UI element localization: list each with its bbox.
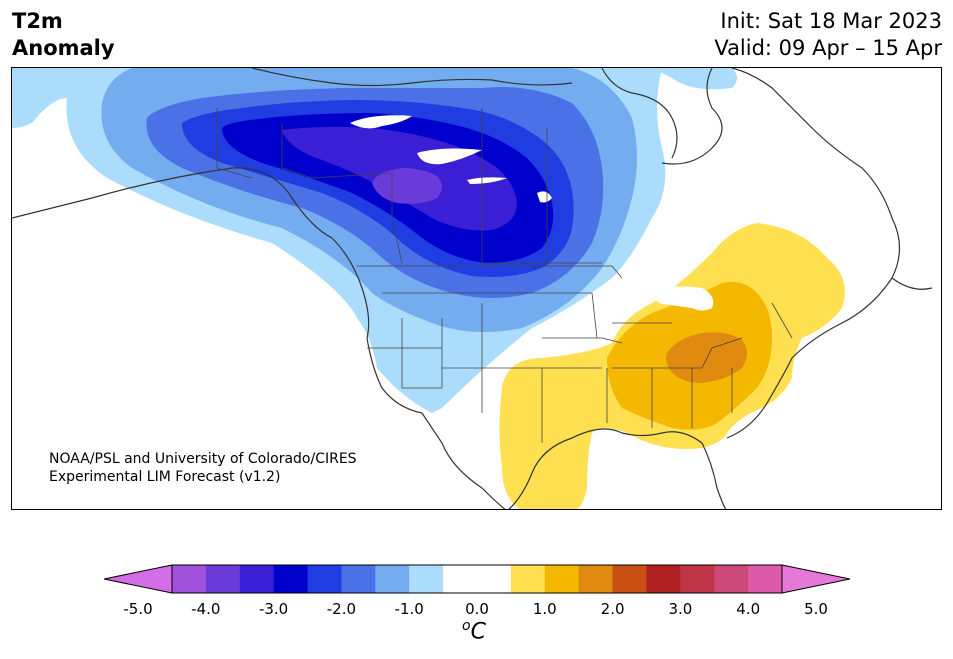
great-bear-lake [350,115,412,129]
credit-line-1: NOAA/PSL and University of Colorado/CIRE… [49,451,357,467]
colorbar-segment [341,565,376,593]
colorbar-segment [646,565,681,593]
colorbar-segment [273,565,309,593]
colorbar-tick-label: 3.0 [668,600,693,618]
colorbar-tick-label: -4.0 [191,600,221,618]
great-slave-lake [417,148,482,165]
colorbar-segment [443,565,478,593]
colorbar-right-extend [781,564,850,594]
colorbar-tick-label: -3.0 [258,600,289,618]
colorbar-tick-label: -2.0 [326,600,357,618]
colorbar-segment [172,565,207,593]
colorbar-segment [748,565,783,593]
colorbar-segment [375,565,410,593]
colorbar-segment [409,565,444,593]
colorbar-tick-label: -1.0 [394,600,424,618]
anomaly-map [12,68,933,509]
colorbar-segment [714,565,749,593]
colorbar-tick-label: 2.0 [600,600,625,618]
colorbar-tick-label: -5.0 [123,600,153,618]
warm-region-2 [666,332,747,383]
title-line-2: Anomaly [12,36,115,60]
valid-date: Valid: 09 Apr – 15 Apr [714,36,942,60]
units-base: C [470,619,486,645]
coastlines [12,68,933,509]
colorbar-tick-label: 0.0 [465,600,489,618]
date-info: Init: Sat 18 Mar 2023 Valid: 09 Apr – 15… [714,8,942,62]
map-panel [11,67,942,510]
colorbar-segment [205,565,241,593]
colorbar-segment [510,565,546,593]
colorbar-segment [578,565,614,593]
colorbar-left-extend [104,564,173,594]
colorbar [104,564,850,594]
colorbar-segment [477,565,512,593]
colorbar-outline [171,564,783,594]
cold-region-1b [12,68,67,128]
units-label: oC [462,618,486,644]
colorbar-segment [680,565,715,593]
colorbar-tick-label: 5.0 [804,600,828,618]
colorbar-segment [307,565,342,593]
title-line-1: T2m [12,9,63,33]
colorbar-segment [612,565,647,593]
credit-line-2: Experimental LIM Forecast (v1.2) [49,469,281,485]
lake-winnipeg [537,191,552,203]
colorbar-tick-label: 4.0 [736,600,761,618]
political-borders [216,108,793,443]
cold-region-4 [372,168,442,204]
colorbar-segment [544,565,580,593]
init-date: Init: Sat 18 Mar 2023 [720,9,942,33]
great-lakes [652,286,714,311]
map-title: T2m Anomaly [12,8,115,62]
lake-athabasca [467,177,507,184]
colorbar-tick-label: 1.0 [532,600,557,618]
colorbar-segment [239,565,275,593]
colorbar-segments [172,565,783,593]
credit-text: NOAA/PSL and University of Colorado/CIRE… [49,450,357,486]
cold-region-1c [652,68,737,90]
units-degree: o [462,618,471,634]
